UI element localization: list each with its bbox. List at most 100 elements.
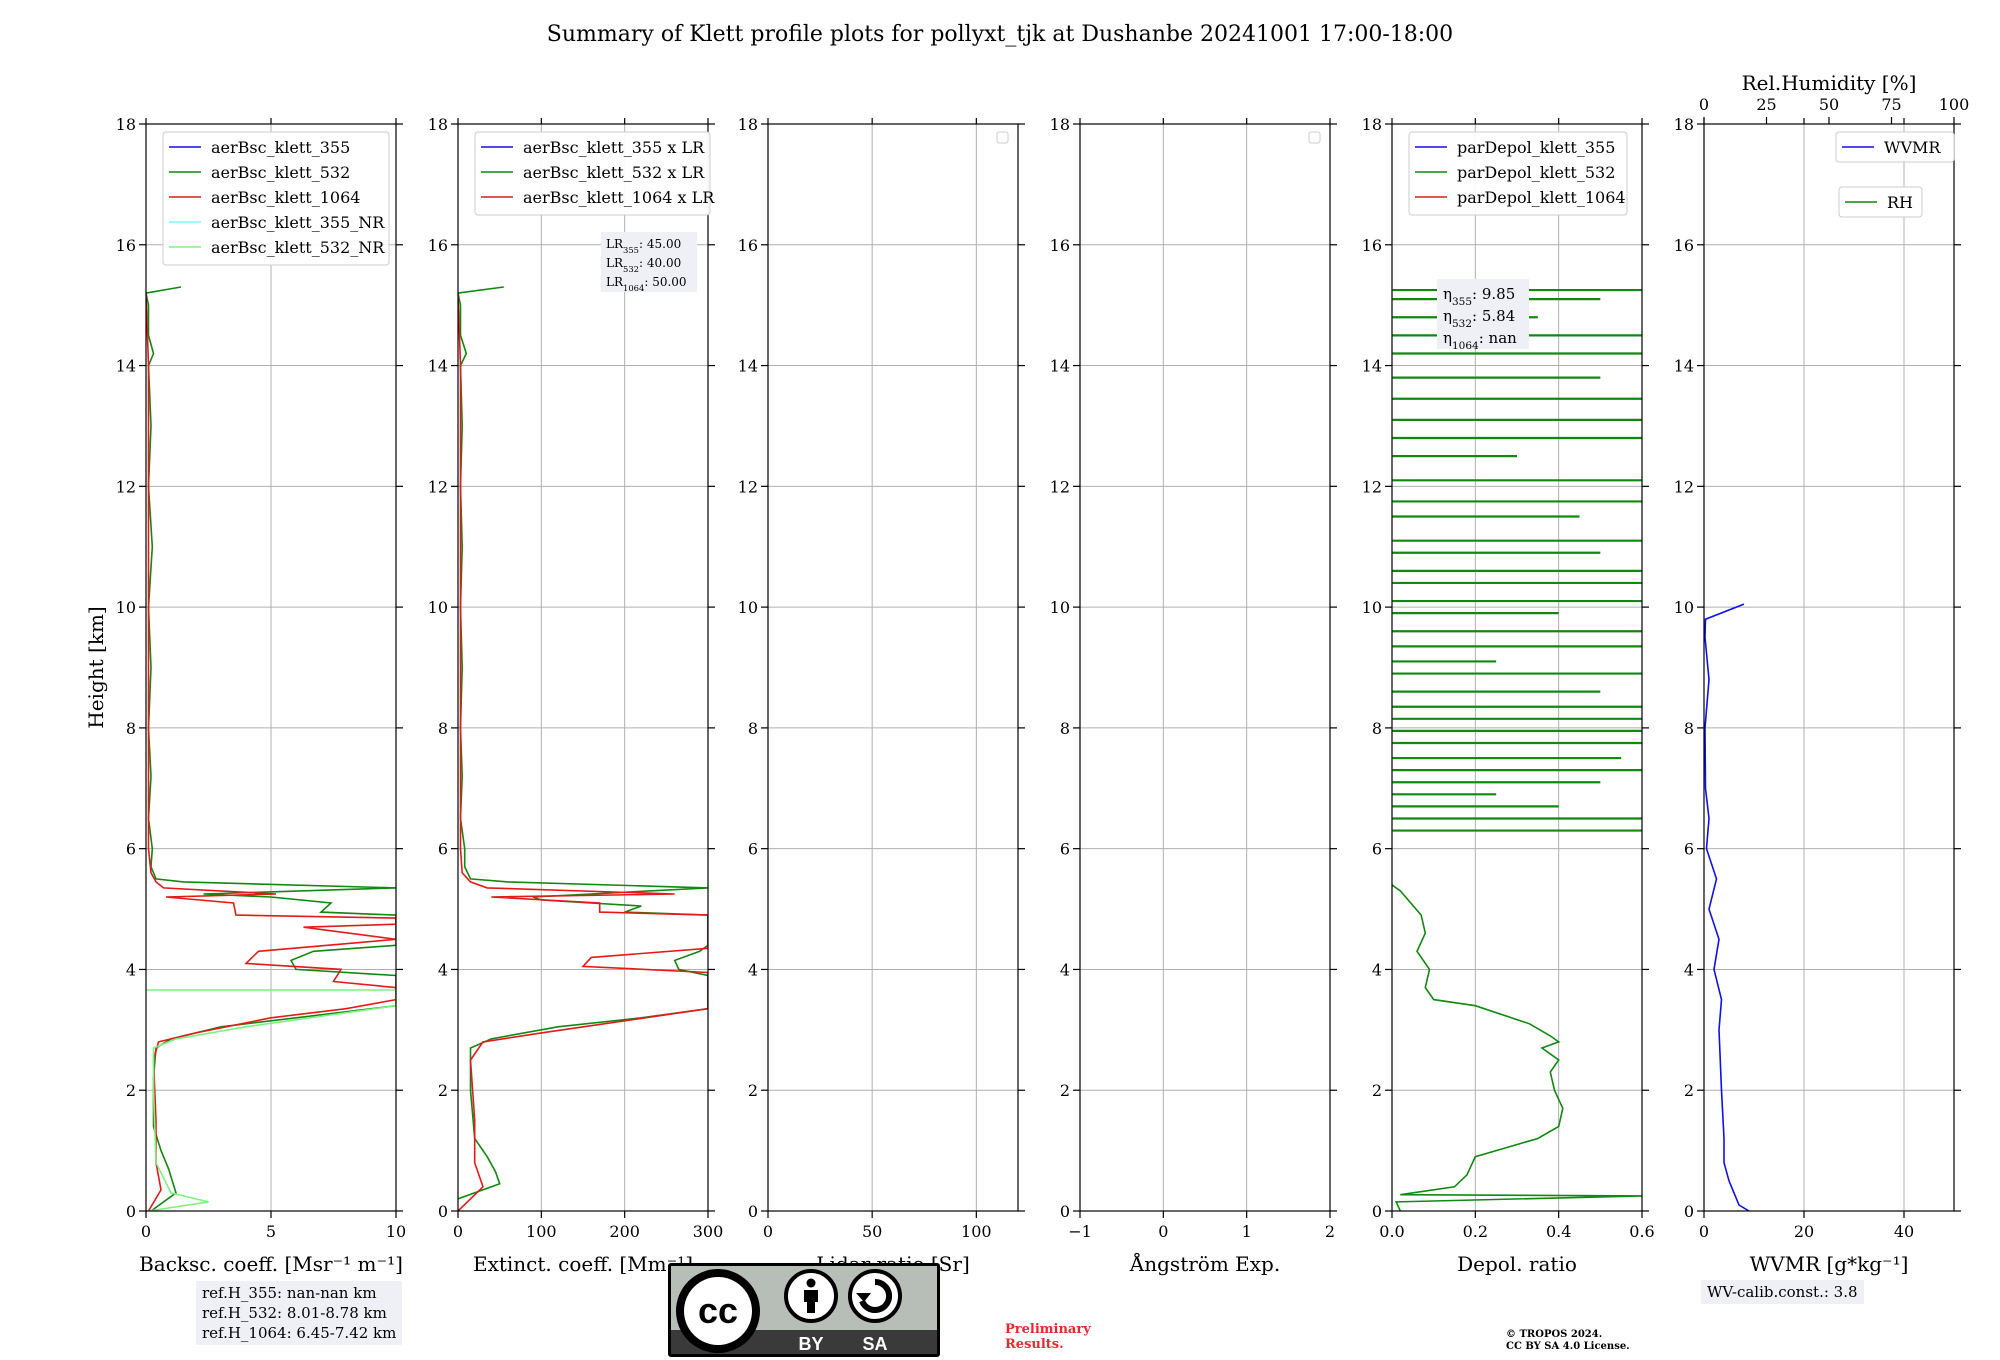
ytick-label: 6 <box>1060 840 1070 859</box>
xtick-label: 0.4 <box>1546 1222 1571 1241</box>
ytick-label: 16 <box>116 236 136 255</box>
ytick-label: 8 <box>438 719 448 738</box>
ytick-label: 6 <box>1684 840 1694 859</box>
ytick-label: 10 <box>1362 598 1382 617</box>
legend-label: WVMR <box>1884 138 1941 157</box>
x2tick-label: 100 <box>1939 95 1970 114</box>
ytick-label: 8 <box>1060 719 1070 738</box>
ytick-label: 0 <box>1060 1202 1070 1221</box>
legend-backscatter: aerBsc_klett_355 aerBsc_klett_532 aerBsc_k… <box>162 131 390 266</box>
series-aerBsc_klett_532_NR <box>146 989 396 1211</box>
ref-height-355: ref.H_355: nan-nan km <box>202 1284 377 1302</box>
legend-frame <box>1408 131 1628 216</box>
xtick-label: 20 <box>1794 1222 1814 1241</box>
xlabel: Backsc. coeff. [Msr⁻¹ m⁻¹] <box>139 1252 403 1276</box>
xtick-label: 1 <box>1242 1222 1252 1241</box>
ytick-label: 14 <box>1674 357 1694 376</box>
ytick-label: 2 <box>748 1081 758 1100</box>
xtick-label: 0.2 <box>1463 1222 1488 1241</box>
ytick-label: 10 <box>1050 598 1070 617</box>
cc-circle-inner <box>684 1277 752 1345</box>
ref-height-532: ref.H_532: 8.01-8.78 km <box>202 1304 387 1322</box>
ytick-label: 12 <box>116 477 136 496</box>
empty-legend <box>1308 131 1321 144</box>
axes-frame <box>1391 123 1643 1212</box>
xtick-label: 0 <box>1699 1222 1709 1241</box>
legend-frame <box>1838 186 1923 218</box>
eta-value-sub: 532 <box>1452 318 1472 330</box>
ytick-label: 16 <box>1362 236 1382 255</box>
legend-frame <box>1835 131 1955 163</box>
ytick-label: 12 <box>1362 477 1382 496</box>
ytick-label: 4 <box>1684 960 1694 979</box>
xtick-label: 300 <box>693 1222 724 1241</box>
panel-wvmr: 0 2 4 6 8 10 12 14 16 18 0 20 40 WVMR [g*kg⁻¹] 0 25 50 75… <box>1674 71 1970 1276</box>
ytick-label: 4 <box>1372 960 1382 979</box>
ref-height-1064: ref.H_1064: 6.45-7.42 km <box>202 1324 397 1342</box>
ytick-label: 14 <box>1050 357 1070 376</box>
xtick-label: 100 <box>526 1222 557 1241</box>
preliminary-note: Preliminary Results. <box>1005 1322 1091 1352</box>
eta-value: η532: 5.84 <box>1443 307 1515 330</box>
ytick-label: 8 <box>1372 719 1382 738</box>
xtick-label: 0 <box>1158 1222 1168 1241</box>
ytick-label: 18 <box>1674 115 1694 134</box>
ytick-label: 6 <box>438 840 448 859</box>
reference-height-box: ref.H_355: nan-nan km ref.H_532: 8.01-8.… <box>196 1281 403 1345</box>
sa-icon <box>848 1269 902 1323</box>
by-label: BY <box>798 1334 823 1354</box>
eta-value-value: : nan <box>1479 329 1517 347</box>
legend-label: aerBsc_klett_355 x LR <box>523 138 705 157</box>
ytick-label: 12 <box>428 477 448 496</box>
cc-text: cc <box>698 1290 738 1331</box>
xtick-label: 0.0 <box>1379 1222 1404 1241</box>
eta-value-main: η <box>1443 307 1452 325</box>
axes-frame <box>767 123 1019 1212</box>
ytick-label: 6 <box>1372 840 1382 859</box>
ytick-label: 8 <box>1684 719 1694 738</box>
lr-value-sub: 355 <box>623 245 639 255</box>
legend-label: aerBsc_klett_1064 x LR <box>523 188 715 207</box>
ytick-label: 0 <box>126 1202 136 1221</box>
ytick-label: 10 <box>116 598 136 617</box>
lr-value-value: : 50.00 <box>644 275 686 289</box>
ytick-label: 2 <box>438 1081 448 1100</box>
ytick-label: 16 <box>738 236 758 255</box>
ytick-label: 12 <box>1050 477 1070 496</box>
lr-box <box>601 232 697 292</box>
ytick-label: 8 <box>748 719 758 738</box>
ytick-label: 14 <box>116 357 136 376</box>
x2tick-label: 25 <box>1756 95 1776 114</box>
ytick-label: 12 <box>1674 477 1694 496</box>
ytick-label: 10 <box>738 598 758 617</box>
ytick-label: 0 <box>1372 1202 1382 1221</box>
legend-label: aerBsc_klett_355 <box>211 138 350 157</box>
copyright-line-2: CC BY SA 4.0 License. <box>1506 1341 1630 1352</box>
xlabel: WVMR [g*kg⁻¹] <box>1750 1252 1909 1276</box>
x2tick-label: 75 <box>1881 95 1901 114</box>
ytick-label: 10 <box>1674 598 1694 617</box>
ytick-label: 14 <box>738 357 758 376</box>
eta-box <box>1437 279 1529 349</box>
legend-label: RH <box>1887 193 1913 212</box>
panel-backscatter: 0 2 4 6 8 10 12 14 16 18 0 5 10 Backsc. coeff. [Msr⁻¹… <box>84 115 406 1276</box>
ytick-label: 0 <box>748 1202 758 1221</box>
panel-lidar_ratio: 024681012141618050100Lidar ratio [Sr] <box>738 115 1025 1276</box>
xtick-label: 0 <box>763 1222 773 1241</box>
preliminary-line-1: Preliminary <box>1005 1322 1091 1337</box>
ytick-label: 6 <box>748 840 758 859</box>
series-WVMR <box>1704 603 1750 1211</box>
ytick-label: 2 <box>1372 1081 1382 1100</box>
eta-value: η1064: nan <box>1443 329 1517 352</box>
legend-label: parDepol_klett_532 <box>1457 163 1615 182</box>
legend-label: aerBsc_klett_532_NR <box>211 238 385 257</box>
ytick-label: 12 <box>738 477 758 496</box>
xtick-label: 5 <box>266 1222 276 1241</box>
axes-frame <box>1079 123 1331 1212</box>
lr-value: LR1064: 50.00 <box>606 275 687 293</box>
legend-frame <box>162 131 390 266</box>
axes-frame <box>457 123 709 1212</box>
ytick-label: 18 <box>1362 115 1382 134</box>
eta-value: η355: 9.85 <box>1443 285 1515 308</box>
